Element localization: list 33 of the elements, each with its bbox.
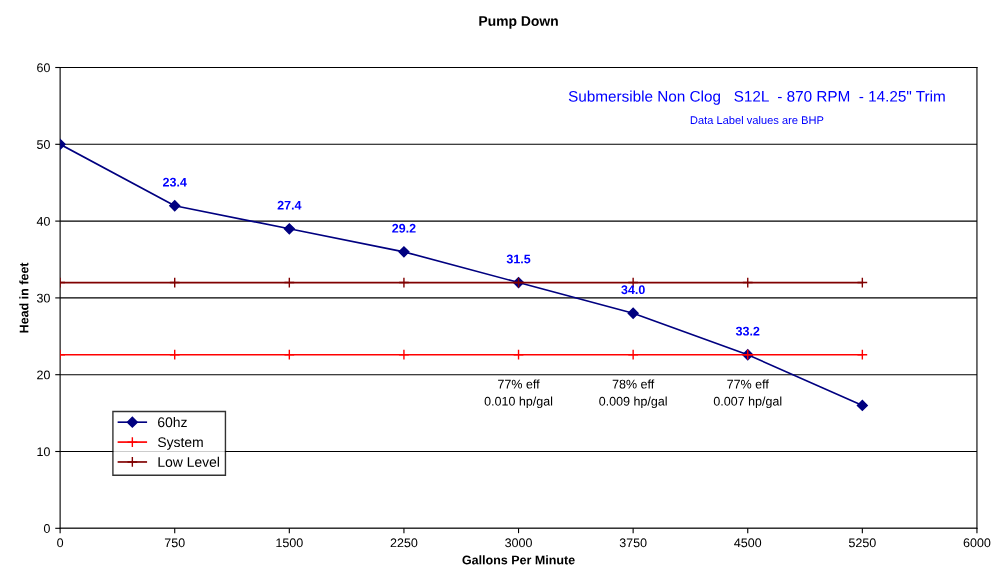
chart-title: Pump Down: [479, 16, 558, 29]
x-tick-label: 3000: [505, 538, 532, 548]
x-tick-label: 6000: [963, 538, 991, 548]
annotation: 77% eff 0.010 hp/gal: [484, 379, 553, 409]
annotation: 34.0: [621, 285, 645, 295]
annotation: 78% eff 0.009 hp/gal: [599, 379, 667, 409]
x-tick-label: 0: [57, 538, 64, 548]
y-tick-label: 50: [37, 140, 50, 149]
y-tick-label: 10: [37, 447, 50, 457]
y-tick-label: 40: [36, 216, 50, 226]
x-tick-label: 2250: [390, 538, 418, 548]
annotation: 23.4: [162, 177, 187, 187]
annotation: 33.2: [735, 326, 760, 336]
annotation: 29.2: [392, 223, 416, 233]
y-axis-title: Head in feet: [19, 262, 29, 333]
x-tick-label: 4500: [734, 538, 762, 548]
annotation: 77% eff 0.007 hp/gal: [713, 379, 782, 409]
annotation: 27.4: [277, 200, 302, 210]
y-tick-label: 60: [37, 63, 50, 73]
annotation: 31.5: [506, 254, 531, 264]
x-tick-label: 1500: [276, 538, 303, 548]
y-tick-label: 20: [37, 370, 50, 380]
y-tick-label: 0: [43, 524, 50, 533]
x-tick-label: 750: [164, 538, 185, 548]
legend-label: Low Level: [158, 456, 219, 467]
y-tick-label: 30: [36, 293, 50, 303]
annotation: Submersible Non Clog S12L - 870 RPM - 14.25" Trim: [568, 90, 945, 105]
annotation: Data Label values are BHP: [690, 115, 824, 125]
legend-label: System: [157, 437, 203, 450]
x-tick-label: 5250: [848, 538, 876, 548]
x-tick-label: 3750: [619, 538, 647, 548]
legend-label: 60hz: [158, 416, 187, 428]
x-axis-title: Gallons Per Minute: [462, 555, 575, 565]
